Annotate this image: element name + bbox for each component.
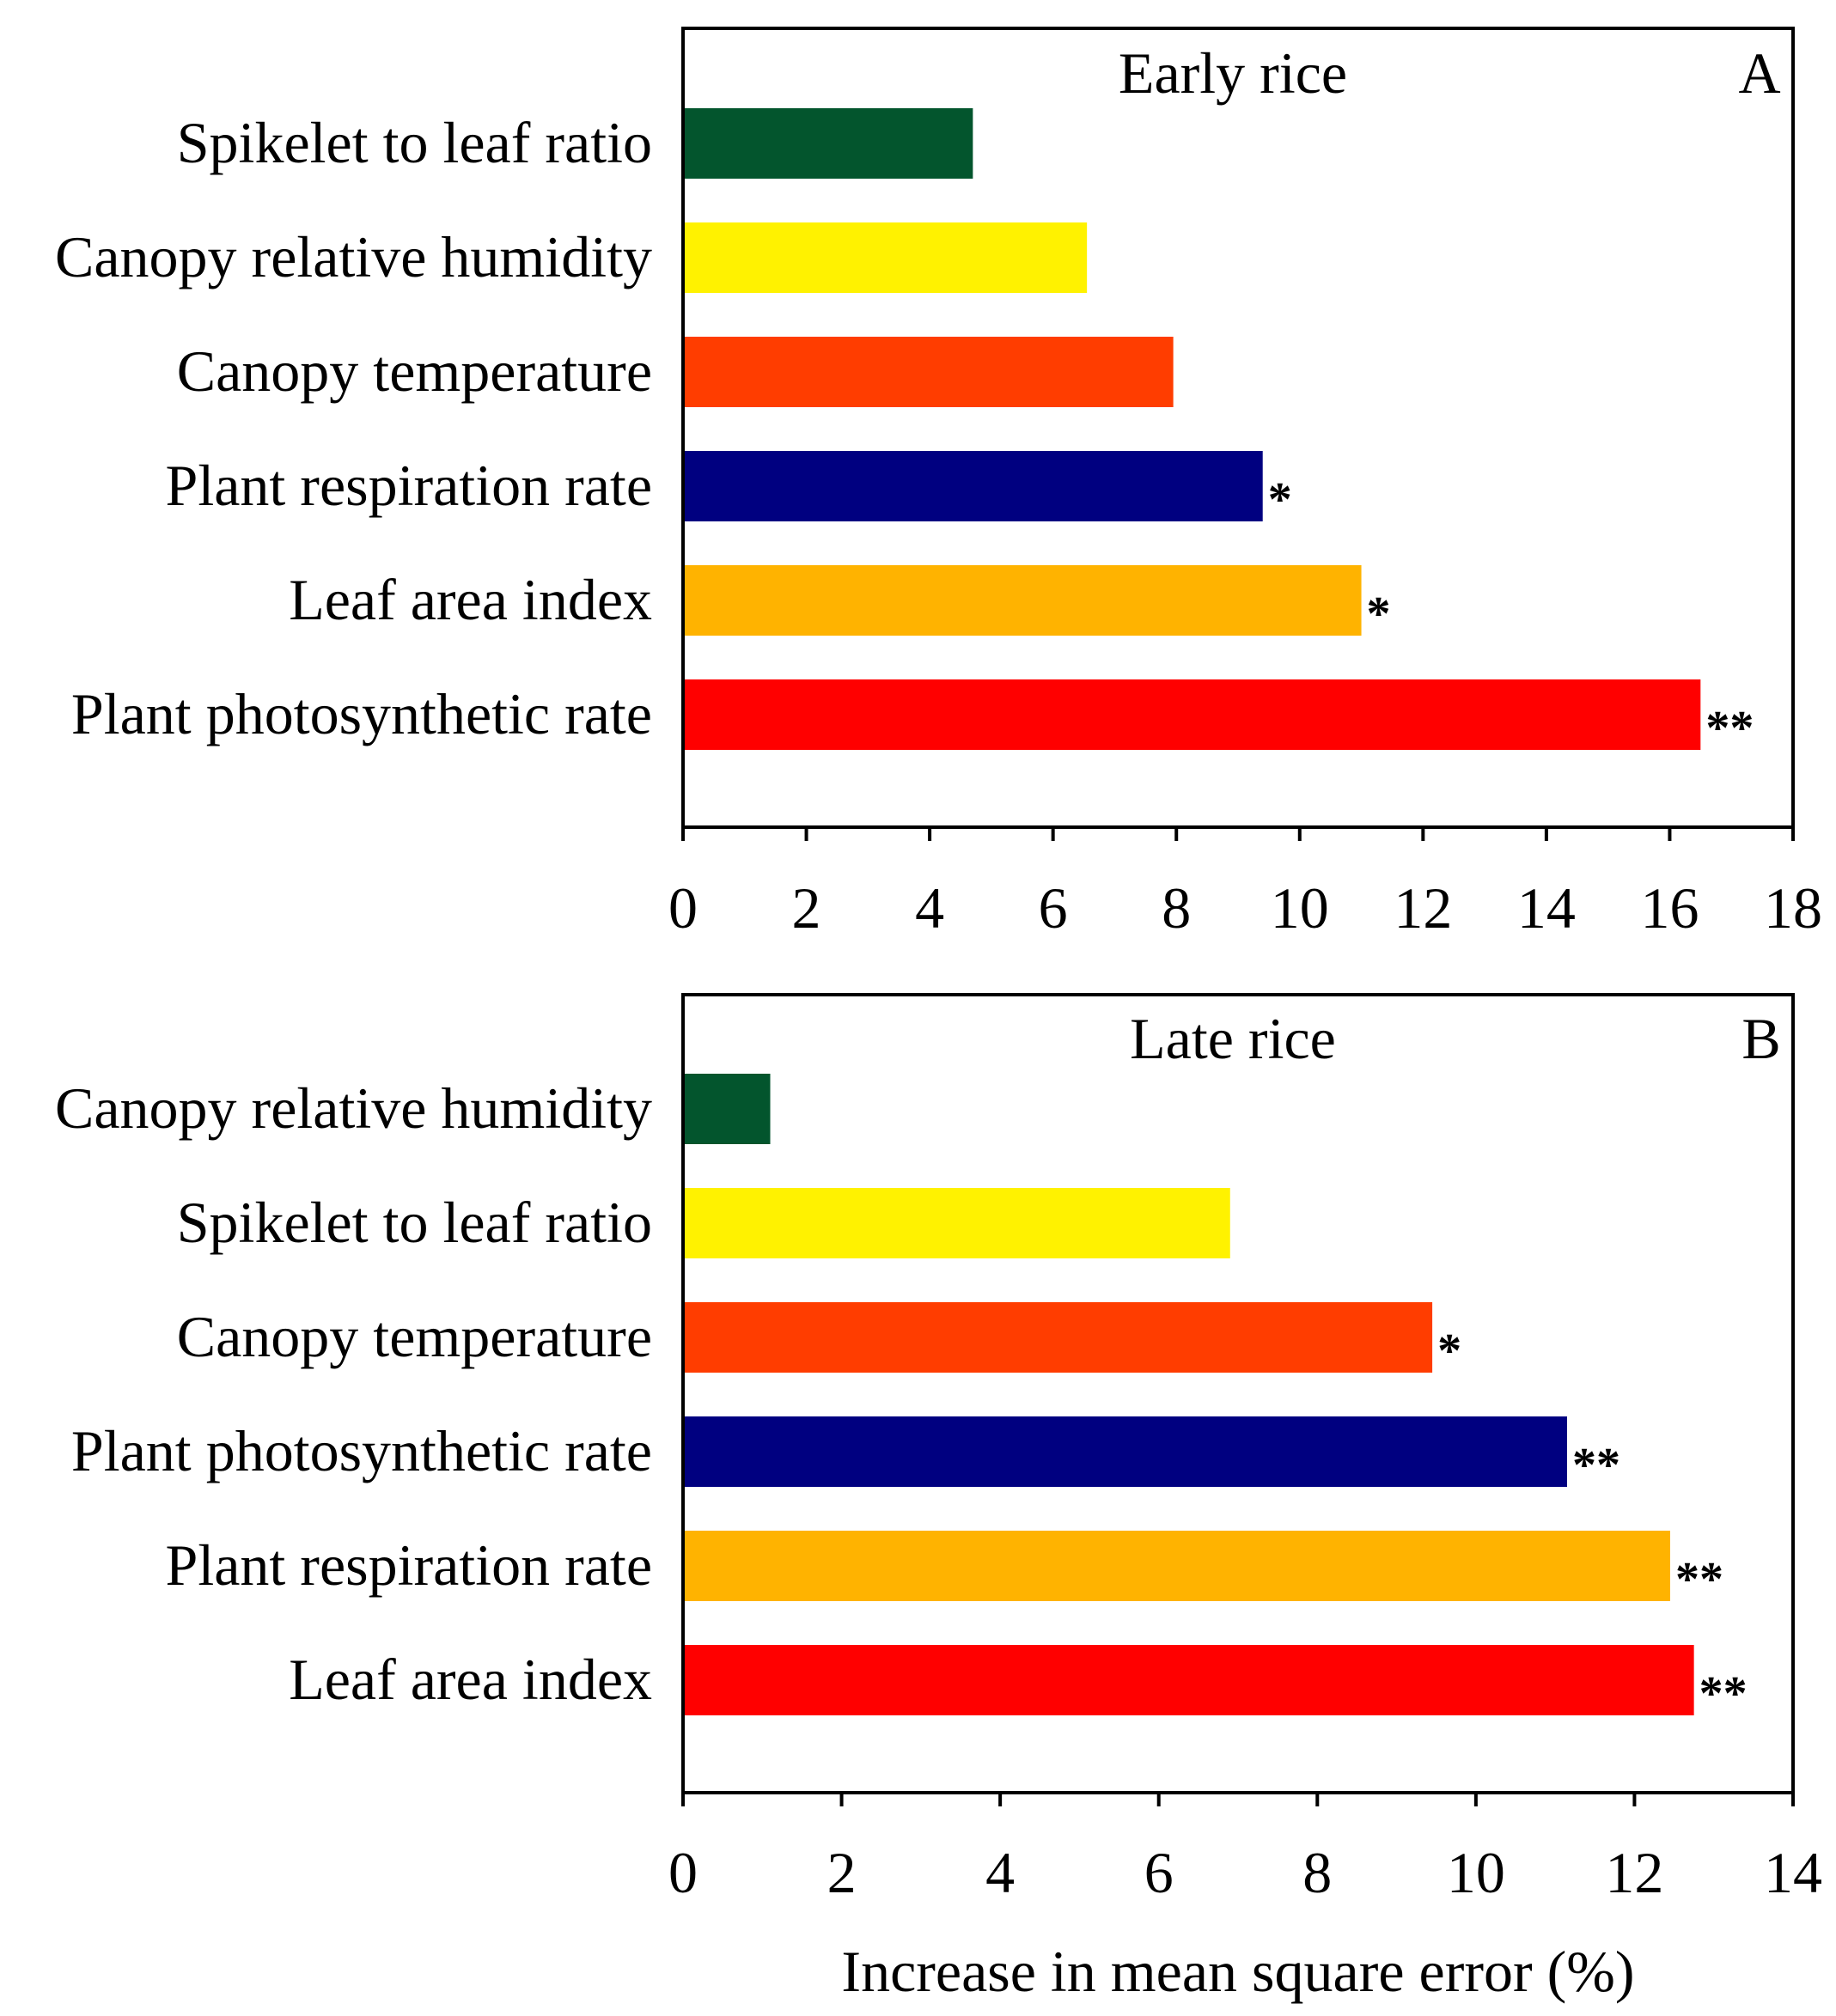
panel-frame — [681, 993, 1795, 1794]
category-label: Spikelet to leaf ratio — [177, 1190, 652, 1255]
category-label: Plant respiration rate — [166, 453, 652, 518]
x-tick-label: 8 — [1162, 875, 1191, 941]
bar — [685, 1416, 1567, 1487]
bars-group: Spikelet to leaf ratio Canopy relative hu… — [55, 108, 1754, 755]
x-tick-label: 8 — [1302, 1840, 1332, 1905]
bar — [685, 222, 1088, 293]
x-tick-label: 12 — [1394, 875, 1452, 941]
significance-label: ** — [1572, 1439, 1620, 1492]
significance-label: * — [1437, 1325, 1461, 1378]
bar — [685, 1531, 1670, 1601]
x-tick-label: 0 — [668, 1840, 698, 1905]
panel-late-rice: Late rice B Canopy relative humidity Spik… — [55, 993, 1822, 1905]
significance-label: * — [1367, 588, 1391, 641]
significance-label: ** — [1675, 1553, 1723, 1606]
x-tick-label: 14 — [1517, 875, 1576, 941]
x-axis-label: Increase in mean square error (%) — [841, 1939, 1634, 2004]
bar — [685, 451, 1263, 521]
panel-frame — [681, 27, 1795, 829]
x-tick-label: 4 — [985, 1840, 1015, 1905]
panel-letter: A — [1738, 40, 1780, 106]
bars-group: Canopy relative humidity Spikelet to leaf… — [55, 1074, 1748, 1721]
panel-early-rice: Early rice A Spikelet to leaf ratio Canop… — [55, 27, 1822, 941]
bar — [685, 679, 1701, 750]
x-tick-label: 4 — [915, 875, 944, 941]
x-tick-label: 6 — [1144, 1840, 1174, 1905]
x-tick-label: 10 — [1447, 1840, 1505, 1905]
bar — [685, 337, 1174, 407]
panel-title: Late rice — [1130, 1006, 1336, 1071]
category-label: Plant respiration rate — [166, 1532, 652, 1598]
panel-letter: B — [1741, 1006, 1780, 1071]
category-label: Leaf area index — [289, 1647, 652, 1712]
category-label: Canopy relative humidity — [55, 224, 652, 289]
x-tick-label: 6 — [1039, 875, 1068, 941]
bar — [685, 1188, 1230, 1258]
category-label: Canopy relative humidity — [55, 1075, 652, 1141]
category-label: Spikelet to leaf ratio — [177, 110, 652, 175]
x-tick-label: 14 — [1764, 1840, 1822, 1905]
x-tick-label: 2 — [827, 1840, 857, 1905]
bar — [685, 1302, 1433, 1373]
panel-title: Early rice — [1119, 40, 1347, 106]
category-label: Canopy temperature — [177, 1304, 652, 1369]
significance-label: ** — [1699, 1667, 1748, 1721]
category-label: Plant photosynthetic rate — [71, 1418, 652, 1483]
category-label: Canopy temperature — [177, 338, 652, 404]
bar — [685, 1074, 771, 1144]
bar — [685, 108, 973, 179]
significance-label: * — [1268, 473, 1292, 527]
x-axis-ticks: 0 2 4 6 8 10 12 14 16 18 — [668, 827, 1822, 941]
x-tick-label: 16 — [1640, 875, 1699, 941]
x-tick-label: 10 — [1271, 875, 1329, 941]
x-tick-label: 18 — [1764, 875, 1822, 941]
x-tick-label: 12 — [1605, 1840, 1663, 1905]
x-tick-label: 2 — [792, 875, 821, 941]
category-label: Plant photosynthetic rate — [71, 681, 652, 746]
bar — [685, 565, 1362, 636]
category-label: Leaf area index — [289, 567, 652, 632]
bar — [685, 1645, 1694, 1715]
significance-label: ** — [1705, 702, 1754, 755]
x-tick-label: 0 — [668, 875, 698, 941]
x-axis-ticks: 0 2 4 6 8 10 12 14 — [668, 1793, 1822, 1905]
